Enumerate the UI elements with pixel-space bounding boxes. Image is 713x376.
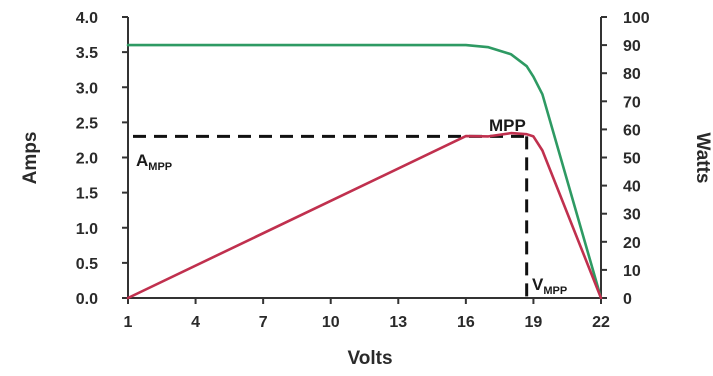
x-tick-label: 22	[592, 314, 610, 331]
y2-tick-label: 20	[623, 235, 641, 252]
series-line-amps	[126, 43, 603, 300]
y-tick-label: 1.5	[76, 186, 98, 203]
series-lines	[126, 43, 603, 300]
series-line-watts	[126, 131, 603, 300]
x-tick-label: 7	[259, 314, 268, 331]
y2-tick-label: 60	[623, 122, 641, 139]
y-tick-label: 1.0	[76, 221, 98, 238]
y2-tick-label: 80	[623, 66, 641, 83]
y2-tick-label: 0	[623, 291, 632, 308]
x-tick-label: 16	[457, 314, 475, 331]
y-tick-label: 0.0	[76, 291, 98, 308]
ampp-label: AMPP	[136, 151, 172, 173]
y2-tick-label: 70	[623, 94, 641, 111]
mpp-reference-lines	[133, 134, 529, 298]
x-tick-label: 13	[389, 314, 407, 331]
y2-tick-label: 100	[623, 10, 650, 27]
y2-tick-label: 10	[623, 263, 641, 280]
x-tick-label: 19	[525, 314, 543, 331]
y2-tick-label: 50	[623, 151, 641, 168]
x-tick-label: 4	[191, 314, 200, 331]
y-axis-ticks: 0.0 0.5 1.0 1.5 2.0 2.5 3.0 3.5 4.0	[76, 10, 128, 308]
y-tick-label: 0.5	[76, 256, 98, 273]
vmpp-label: VMPP	[532, 275, 567, 297]
y-tick-label: 2.5	[76, 115, 98, 132]
x-tick-label: 10	[322, 314, 340, 331]
x-tick-label: 1	[124, 314, 133, 331]
y2-axis-title: Watts	[692, 132, 713, 183]
y2-axis-ticks: 0 10 20 30 40 50 60 70 80 90 100	[601, 10, 650, 308]
y-tick-label: 3.0	[76, 80, 98, 97]
x-axis-title: Volts	[347, 348, 392, 369]
y2-tick-label: 90	[623, 38, 641, 55]
y-tick-label: 2.0	[76, 151, 98, 168]
mpp-label: MPP	[489, 116, 526, 135]
y-axis-title: Amps	[20, 132, 41, 185]
x-axis-ticks: 1 4 7 10 13 16 19 22	[124, 298, 610, 331]
y-tick-label: 3.5	[76, 45, 98, 62]
plot-frame	[127, 17, 602, 299]
y-tick-label: 4.0	[76, 10, 98, 27]
y2-tick-label: 40	[623, 179, 641, 196]
y2-tick-label: 30	[623, 207, 641, 224]
